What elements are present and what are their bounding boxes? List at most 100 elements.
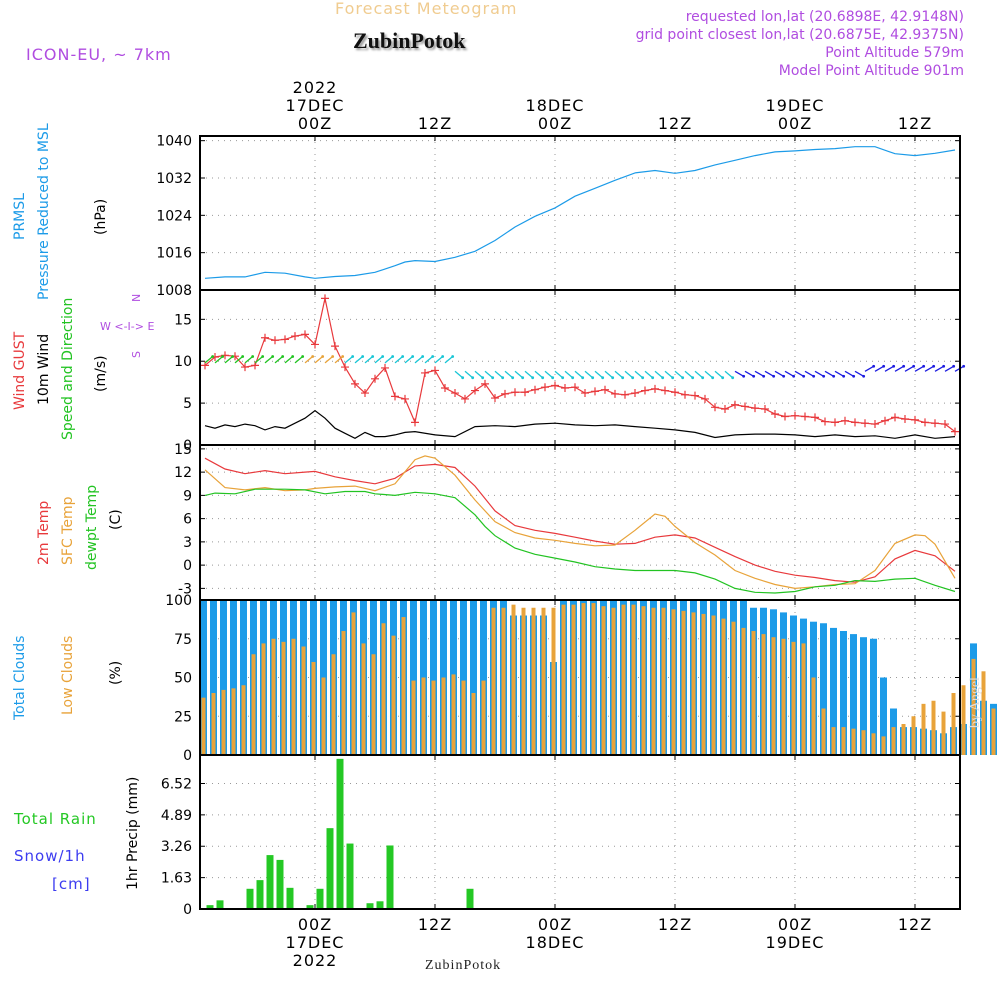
wind-arrow [544,370,554,379]
wind-arrow [454,370,464,379]
panel-frame [199,444,961,601]
wind-arrow-head [221,355,225,358]
low-cloud-bar [611,607,616,755]
precip-bar [466,888,474,909]
wind-arrow-head [631,376,635,380]
wind-arrow [414,355,424,364]
wind-arrow [574,370,584,379]
gust-label: Wind GUST [12,331,28,410]
gust-marker [541,383,549,392]
low-cloud-bar [691,612,696,755]
temp2m-label: 2m Temp [36,501,52,565]
gust-marker [801,412,809,421]
gust-marker [341,363,349,372]
wind-arrow-head [311,355,315,358]
precip-bar [306,905,314,909]
gust-marker [851,418,859,427]
time-tick-label-top: 12Z [658,114,692,133]
y-tick-label: 6 [183,512,192,528]
wind-arrow [744,370,754,377]
wind-arrow [384,355,394,364]
chart-title: ZubinPotok [353,28,466,53]
low-cloud-bar [761,634,766,755]
time-tick-label-bottom: 12Z [418,915,452,934]
low-cloud-bar [541,607,546,755]
low-cloud-bar [781,638,786,755]
chart-subtitle: Forecast Meteogram [335,0,518,18]
precip-bar [386,845,394,909]
low-cloud-bar [571,604,576,755]
wind-arrow [594,370,604,379]
low-cloud-bar [271,638,276,755]
low-cloud-bar [931,700,936,755]
precip-bar [266,855,274,909]
panel-frame [199,754,961,910]
gust-marker [751,404,759,413]
gust-marker [531,385,539,394]
low-cloud-bar [441,677,446,755]
gust-marker [951,427,959,436]
pressure-unit: (hPa) [93,199,109,235]
y-tick-label: 75 [174,632,192,648]
low-cloud-bar [681,610,686,755]
wind-arrow [554,370,564,379]
wind-arrow [304,355,314,364]
low-cloud-bar [211,693,216,755]
gust-marker [421,368,429,377]
low-cloud-bar [591,603,596,755]
wind-arrow-head [361,355,365,358]
y-tick-label: 25 [174,709,192,725]
total-cloud-bar [480,600,487,755]
wind-arrow-head [852,374,856,378]
y-tick-label: 0 [183,438,192,454]
wind-arrow-head [391,355,395,358]
wind-arrow [284,355,294,364]
rain-label: Total Rain [13,810,97,828]
wind-arrow [704,370,714,379]
wind-arrow-head [561,376,565,380]
gust-marker [911,415,919,424]
wind-arrow [754,370,764,377]
low-cloud-bar [371,654,376,755]
wind-arrow-head [822,374,826,378]
low-cloud-bar [821,708,826,755]
y-tick-label: 1024 [156,208,192,224]
precip-bar [256,880,264,909]
low-cloud-bar [251,654,256,755]
wind-arrow-head [371,355,375,358]
date-label-bottom: 18DEC [526,933,585,952]
low-cloud-bar [361,643,366,755]
wind-arrow-head [271,355,275,358]
total-cloud-bar [860,637,867,755]
wind-unit: (m/s) [93,355,109,392]
gust-marker [391,392,399,401]
low-cloud-bar [301,646,306,755]
y-tick-label: 15 [174,442,192,458]
wind-arrow-head [651,376,655,380]
gust-marker [621,390,629,399]
total-cloud-bar [210,600,217,755]
gust-marker [561,384,569,393]
low-cloud-bar [331,654,336,755]
low-cloud-bar [501,607,506,755]
wind-arrow-head [792,374,796,378]
low-cloud-bar [771,637,776,755]
low-cloud-bar [241,685,246,755]
wind-arrow [224,355,234,364]
low-cloud-bar [261,643,266,755]
wind-arrow [784,370,794,377]
panel-2-grid [200,290,960,445]
wind-arrow-head [731,376,735,380]
series-line-wind-gust [204,298,956,433]
total-cloud-bar [830,627,837,755]
gust-marker [811,413,819,422]
y-tick-label: 15 [174,312,192,328]
low-clouds-label: Low Clouds [60,636,76,715]
gust-marker [671,388,679,397]
gust-marker [461,394,469,403]
gust-marker [841,416,849,425]
precip-bar [216,900,224,909]
gust-marker [601,385,609,394]
gust-marker [641,386,649,395]
wind-arrow-head [231,355,235,358]
